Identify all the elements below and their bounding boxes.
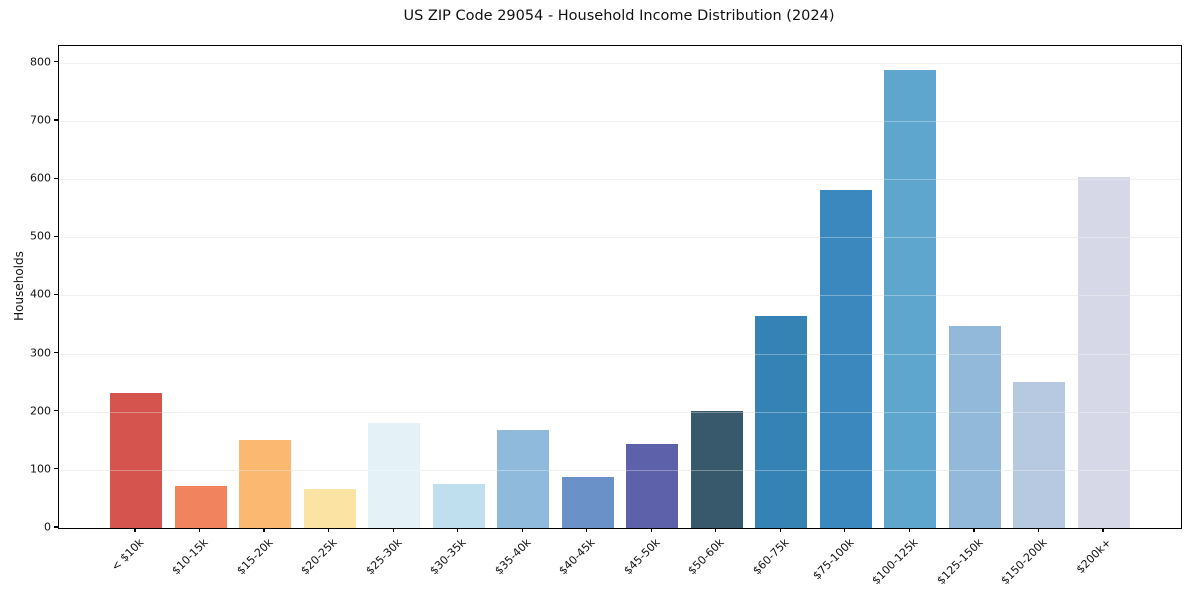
gridline-overlay xyxy=(59,121,1181,122)
x-tick-mark xyxy=(586,528,588,532)
y-tick-label: 200 xyxy=(30,404,51,418)
y-tick-mark xyxy=(54,293,58,296)
x-tick-label: $100-125k xyxy=(869,536,921,588)
chart-title: US ZIP Code 29054 - Household Income Dis… xyxy=(403,8,835,24)
y-tick-label: 300 xyxy=(30,346,51,360)
x-tick-mark xyxy=(521,528,523,532)
x-tick-mark xyxy=(134,528,136,532)
x-tick-label: $60-75k xyxy=(750,536,792,578)
gridline-overlay xyxy=(59,179,1181,181)
x-tick-label: $200k+ xyxy=(1074,536,1115,577)
y-tick-mark xyxy=(54,235,58,237)
bar-200k+ xyxy=(1078,177,1130,528)
gridline-overlay xyxy=(59,353,1181,355)
x-tick-label: < $10k xyxy=(108,536,147,574)
gridline xyxy=(59,353,1181,355)
bar-20-25k xyxy=(303,489,356,528)
gridline-overlay xyxy=(59,411,1181,413)
plot-area xyxy=(58,45,1182,529)
bar-150-200k xyxy=(1013,382,1066,528)
gridline xyxy=(59,469,1181,471)
gridline-overlay xyxy=(59,62,1181,64)
bar-10k xyxy=(110,392,162,528)
y-tick-label: 400 xyxy=(30,287,51,301)
bar-40-45k xyxy=(561,476,614,528)
y-tick-label: 500 xyxy=(30,229,51,243)
y-axis-label: Households xyxy=(12,251,26,321)
x-tick-label: $20-25k xyxy=(298,536,340,578)
bar-25-30k xyxy=(368,422,421,528)
x-tick-label: $50-60k xyxy=(685,536,727,578)
gridline xyxy=(59,179,1181,181)
gridline xyxy=(59,237,1181,239)
y-tick-mark xyxy=(54,351,58,354)
x-tick-mark xyxy=(198,528,201,532)
bar-60-75k xyxy=(755,315,808,528)
gridline xyxy=(59,411,1181,413)
y-tick-mark xyxy=(54,468,58,470)
bar-125-150k xyxy=(948,325,1001,528)
y-tick-mark xyxy=(54,119,58,121)
x-tick-mark xyxy=(650,528,652,532)
y-tick-label: 800 xyxy=(30,55,51,69)
bar-30-35k xyxy=(432,484,485,528)
x-tick-label: $10-15k xyxy=(169,536,211,578)
bar-10-15k xyxy=(174,486,227,528)
x-tick-mark xyxy=(715,528,717,532)
gridline-overlay xyxy=(59,237,1181,239)
bar-100-125k xyxy=(884,70,937,528)
gridline-overlay xyxy=(59,295,1181,297)
x-tick-mark xyxy=(1037,528,1040,532)
y-tick-mark xyxy=(54,410,58,412)
y-tick-mark xyxy=(54,177,58,179)
gridline xyxy=(59,295,1181,297)
y-tick-label: 100 xyxy=(30,462,51,476)
y-tick-label: 0 xyxy=(44,520,51,534)
bar-35-40k xyxy=(497,430,550,528)
x-tick-mark xyxy=(844,528,846,532)
bar-15-20k xyxy=(239,440,292,528)
y-tick-label: 700 xyxy=(30,113,51,127)
x-tick-label: $75-100k xyxy=(809,536,857,583)
x-tick-label: $35-40k xyxy=(492,536,534,578)
x-tick-label: $45-50k xyxy=(621,536,663,578)
x-tick-label: $40-45k xyxy=(556,536,598,578)
x-tick-label: $150-200k xyxy=(998,536,1050,588)
gridline xyxy=(59,62,1181,64)
y-tick-mark xyxy=(54,526,58,528)
x-tick-label: $25-30k xyxy=(363,536,405,578)
gridline xyxy=(59,121,1181,122)
y-tick-label: 600 xyxy=(30,171,51,185)
x-tick-mark xyxy=(392,528,394,532)
x-tick-label: $30-35k xyxy=(427,536,469,578)
x-tick-mark xyxy=(779,528,781,532)
y-tick-mark xyxy=(54,61,58,63)
x-tick-mark xyxy=(973,528,975,532)
x-tick-mark xyxy=(908,528,910,532)
bar-75-100k xyxy=(819,190,872,528)
bar-45-50k xyxy=(626,443,679,528)
x-tick-mark xyxy=(328,528,330,532)
bar-50-60k xyxy=(690,410,743,528)
x-tick-label: $125-150k xyxy=(933,536,986,588)
x-tick-label: $15-20k xyxy=(233,536,276,578)
x-tick-mark xyxy=(1102,528,1104,532)
x-tick-mark xyxy=(457,528,459,532)
gridline-overlay xyxy=(59,469,1181,471)
x-tick-mark xyxy=(263,528,265,532)
